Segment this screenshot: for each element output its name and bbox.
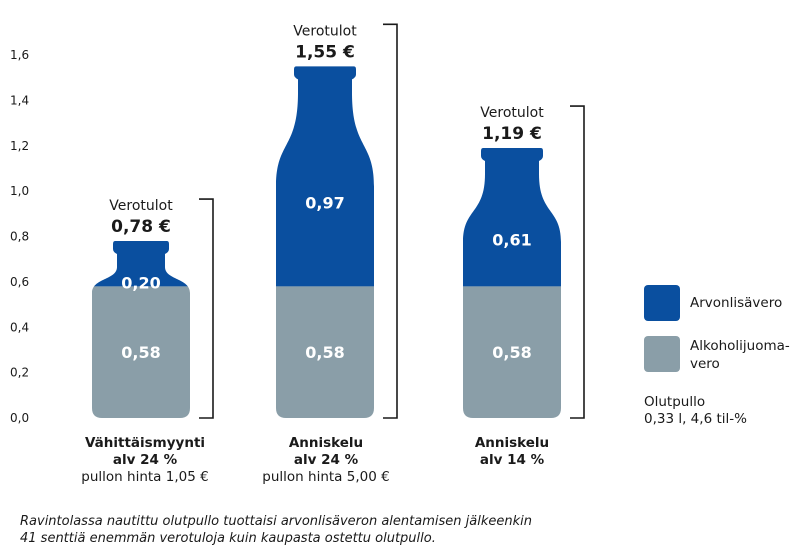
legend-swatch-vat <box>644 285 680 321</box>
category-label-retail: Vähittäismyynti alv 24 % pullon hinta 1,… <box>81 435 209 485</box>
category-label-bar-24: Anniskelu alv 24 % pullon hinta 5,00 € <box>262 435 390 485</box>
bar-segment-vat <box>276 66 374 287</box>
legend-label-vat: Arvonlisävero <box>690 295 783 311</box>
bottle-2 <box>276 66 374 418</box>
y-tick-label: 0,6 <box>10 275 29 289</box>
y-tick-label: 1,4 <box>10 93 29 107</box>
total-value: 1,19 € <box>482 124 542 144</box>
bar-segment-alcohol-tax <box>463 286 561 419</box>
y-tick-label: 1,2 <box>10 139 29 153</box>
total-bracket <box>199 198 214 419</box>
legend-swatch-alcohol-tax <box>644 336 680 372</box>
y-tick-label: 1,0 <box>10 184 29 198</box>
bar-segment-alcohol-tax <box>92 286 190 418</box>
category-label-bar-14: Anniskelu alv 14 % <box>474 435 550 468</box>
y-tick-label: 0,2 <box>10 366 29 380</box>
data-label-alcohol-tax: 0,58 <box>121 343 160 362</box>
total-caption: Verotulot <box>109 198 173 214</box>
bar-segment-vat <box>463 148 561 287</box>
legend-label-alcohol-tax: Alkoholijuoma- vero <box>690 338 790 372</box>
total-caption: Verotulot <box>293 23 357 39</box>
bottle-3 <box>463 148 561 419</box>
bottle-note: Olutpullo 0,33 l, 4,6 til-% <box>644 394 747 428</box>
data-label-alcohol-tax: 0,58 <box>305 343 344 362</box>
caption: Ravintolassa nautittu olutpullo tuottais… <box>20 513 532 547</box>
caption-line2: 41 senttiä enemmän verotuloja kuin kaupa… <box>20 531 436 546</box>
bar-segment-alcohol-tax <box>276 286 374 418</box>
total-value: 0,78 € <box>111 217 171 237</box>
data-label-vat: 0,97 <box>305 194 344 213</box>
total-bracket <box>383 23 398 419</box>
bottle-note-line2: 0,33 l, 4,6 til-% <box>644 411 747 427</box>
y-tick-label: 0,0 <box>10 411 29 425</box>
data-label-alcohol-tax: 0,58 <box>492 343 531 362</box>
caption-line1: Ravintolassa nautittu olutpullo tuottais… <box>20 514 532 529</box>
y-tick-label: 1,6 <box>10 48 29 62</box>
y-tick-label: 0,4 <box>10 320 29 334</box>
bottle-note-line1: Olutpullo <box>644 394 706 410</box>
y-tick-label: 0,8 <box>10 230 29 244</box>
data-label-vat: 0,20 <box>121 274 160 293</box>
total-value: 1,55 € <box>295 42 355 62</box>
data-label-vat: 0,61 <box>492 231 531 250</box>
bottle-1 <box>92 241 190 418</box>
total-bracket <box>570 105 585 419</box>
total-caption: Verotulot <box>480 105 544 121</box>
